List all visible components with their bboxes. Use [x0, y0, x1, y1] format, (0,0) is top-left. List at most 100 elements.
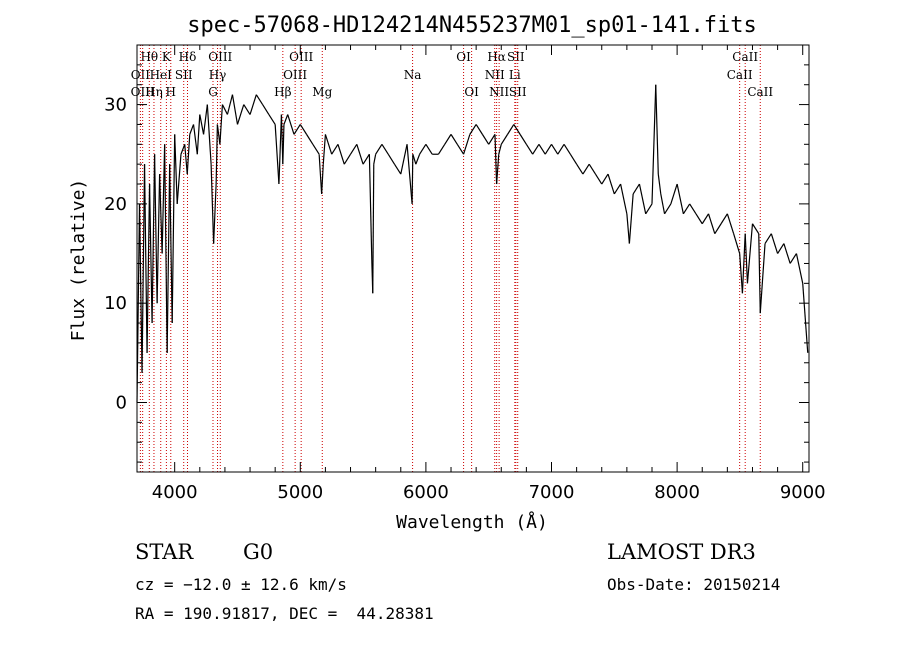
spectrum-segment: [322, 134, 327, 165]
emission-line-label: Hδ: [179, 50, 197, 64]
emission-line-label: Hα: [487, 50, 506, 64]
spectrum-segment: [657, 174, 662, 195]
spectrum-segment: [143, 164, 148, 353]
emission-line-label: Mg: [312, 85, 332, 99]
spectrum-segment: [278, 114, 283, 185]
spectrum-segment: [758, 233, 761, 314]
spectrum-segment: [507, 124, 515, 135]
spectrum-segment: [601, 173, 609, 185]
spectrum-segment: [293, 124, 301, 135]
redshift-cz: cz = −12.0 ± 12.6 km/s: [135, 575, 347, 594]
spectrum-segment: [255, 94, 264, 105]
spectrum-segment: [153, 154, 158, 304]
y-tick-label: 30: [104, 95, 127, 116]
spectrum-segment: [186, 134, 191, 175]
spectrum-segment: [469, 124, 477, 135]
spectrum-segment: [682, 203, 691, 215]
spectrum-segment: [613, 183, 622, 195]
spectrum-segment: [764, 233, 772, 244]
spectrum-segment: [368, 154, 373, 264]
emission-line-label: CaII: [732, 50, 758, 64]
spectrum-segment: [236, 104, 245, 125]
spectrum-segment: [746, 223, 754, 284]
y-tick-label: 10: [104, 293, 127, 314]
spectrum-segment: [513, 124, 521, 135]
spectrum-segment: [632, 183, 640, 195]
spectrum-segment: [660, 193, 666, 214]
spectrum-segment: [450, 134, 458, 145]
spectrum-segment: [350, 143, 358, 155]
spectrum-segment: [783, 243, 791, 264]
emission-line-label: H: [166, 85, 176, 99]
spectrum-segment: [189, 124, 195, 135]
spectrum-segment: [249, 94, 257, 115]
spectrum-segment: [475, 124, 483, 135]
spectrum-segment: [411, 154, 414, 204]
spectrum-segment: [299, 124, 308, 135]
emission-line-label: OIII: [283, 68, 307, 82]
emission-line-label: OI: [456, 50, 471, 64]
spectrum-segment: [701, 213, 710, 225]
spectrum-segment: [626, 213, 630, 244]
emission-line-label: HeI: [150, 68, 173, 82]
spectrum-segment: [789, 253, 797, 264]
spectrum-segment: [456, 143, 465, 155]
spectrum-segment: [202, 104, 208, 135]
spectrum-segment: [741, 233, 746, 294]
emission-line-label: OIII: [208, 50, 232, 64]
spectrum-segment: [148, 184, 153, 324]
spectrum-segment: [169, 164, 173, 324]
spectrum-segment: [651, 84, 657, 204]
spectrum-segment: [557, 143, 565, 155]
spectrum-segment: [375, 143, 383, 155]
spectrum-segment: [802, 283, 809, 353]
survey-name: LAMOST DR3: [607, 540, 756, 564]
spectrum-segment: [324, 134, 333, 155]
plot-frame: [136, 44, 810, 473]
x-tick-label: 6000: [403, 482, 449, 503]
spectrum-segment: [362, 153, 370, 165]
spectrum-segment: [216, 124, 221, 145]
emission-line-label: SII: [509, 85, 527, 99]
emission-line-label: OII: [131, 68, 151, 82]
emission-line-label: NII: [485, 68, 505, 82]
object-class: STAR: [135, 540, 194, 564]
spectrum-segment: [733, 233, 741, 254]
spectrum-segment: [312, 143, 320, 155]
spectrum-segment: [569, 153, 578, 165]
spectrum-segment: [159, 174, 163, 254]
x-axis-ticks: 4000 5000 6000 7000 8000 9000: [152, 45, 826, 503]
spectrum-segment: [306, 134, 314, 145]
emission-line-label: NII: [489, 85, 509, 99]
spectrum-series: [136, 84, 809, 403]
spectrum-segment: [500, 134, 509, 145]
spectrum-segment: [321, 164, 324, 194]
spectrum-segment: [588, 163, 596, 175]
spectrum-segment: [274, 124, 280, 185]
emission-line-label: K: [162, 50, 172, 64]
spectrum-segment: [262, 104, 270, 115]
spectrum-segment: [343, 153, 352, 165]
chart-title: spec-57068-HD124214N455237M01_sp01-141.f…: [187, 13, 757, 38]
spectrum-segment: [751, 223, 760, 234]
spectrum-segment: [215, 124, 218, 185]
emission-line-label: Na: [404, 68, 422, 82]
emission-line-label: Hη: [145, 85, 163, 99]
emission-line-label: G: [208, 85, 218, 99]
spectrum-segment: [676, 183, 684, 214]
emission-line-label: CaII: [727, 68, 753, 82]
spectrum-segment: [161, 144, 166, 254]
spectrum-segment: [425, 143, 433, 155]
spectrum-segment: [620, 183, 628, 214]
spectrum-segment: [655, 84, 659, 175]
spectrum-segment: [770, 233, 779, 254]
spectrum-segment: [406, 144, 413, 204]
spectrum-segment: [488, 134, 496, 145]
emission-line-label: SII: [175, 68, 193, 82]
spectrum-segment: [444, 134, 452, 145]
emission-line-label: OI: [464, 85, 479, 99]
emission-line-label: Hβ: [274, 85, 291, 99]
emission-line-label: OIII: [289, 50, 313, 64]
spectrum-segment: [419, 143, 427, 155]
